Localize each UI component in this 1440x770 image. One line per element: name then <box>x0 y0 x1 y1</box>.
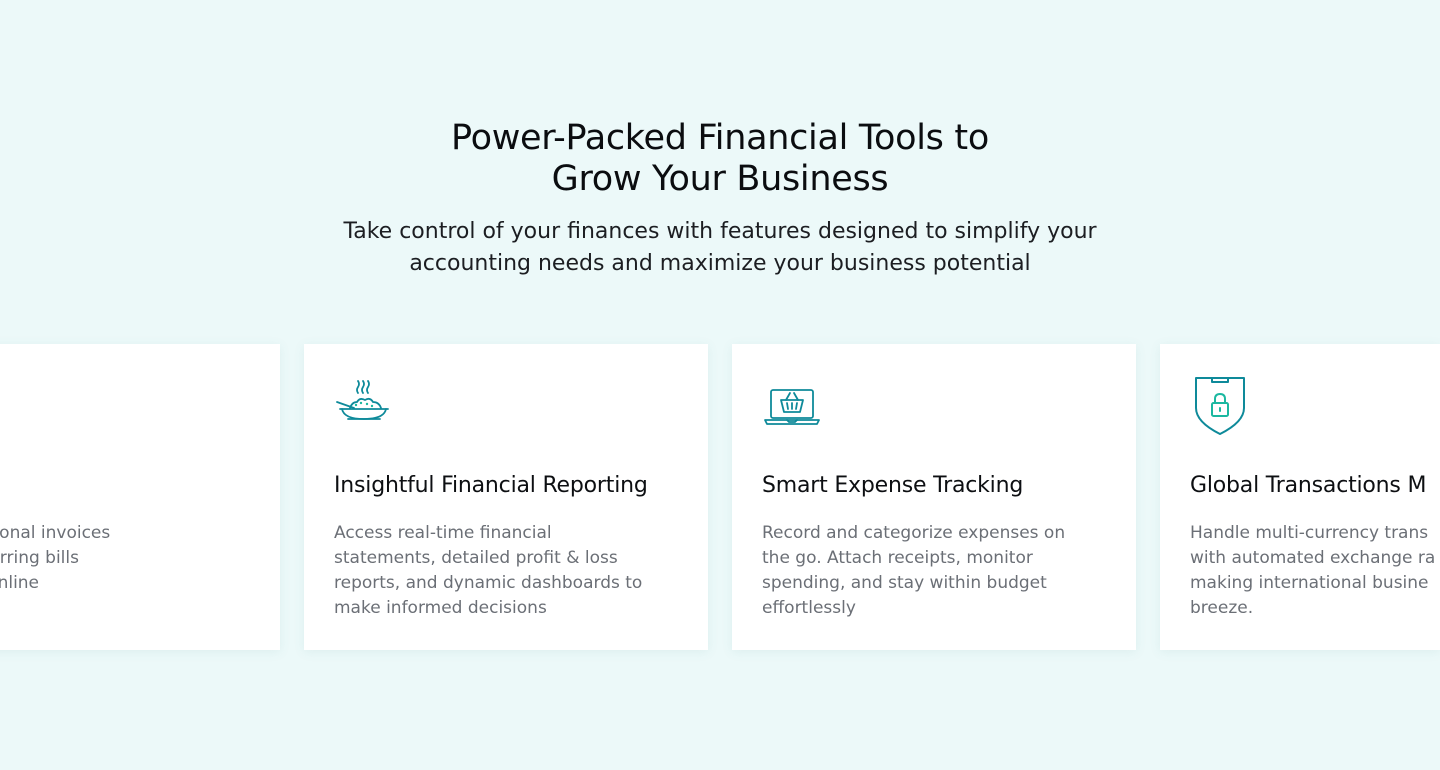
card-title: Global Transactions M <box>1190 473 1427 498</box>
card-desc-line: spending, and stay within budget <box>762 573 1047 593</box>
feature-card-reporting[interactable]: Insightful Financial Reporting Access re… <box>304 344 708 650</box>
heading-line-1: Power-Packed Financial Tools to <box>451 118 989 158</box>
card-desc-line: Record and categorize expenses on <box>762 523 1066 543</box>
section-subtitle: Take control of your finances with featu… <box>0 216 1440 280</box>
card-desc-line: make informed decisions <box>334 598 547 618</box>
subtitle-line-1: Take control of your finances with featu… <box>343 219 1097 244</box>
card-desc-line: d send professional invoices <box>0 523 111 543</box>
card-title: Insightful Financial Reporting <box>334 473 648 498</box>
section-heading: Power-Packed Financial Tools to Grow You… <box>0 118 1440 200</box>
heading-line-2: Grow Your Business <box>551 159 889 199</box>
card-desc-line: reports, and dynamic dashboards to <box>334 573 643 593</box>
card-description: Record and categorize expenses on the go… <box>762 521 1112 621</box>
card-desc-line: ntegration <box>0 596 220 621</box>
card-description: d send professional invoices s. Manage r… <box>0 521 220 621</box>
card-desc-line: making international busine <box>1190 573 1429 593</box>
card-desc-line: the go. Attach receipts, monitor <box>762 548 1033 568</box>
card-description: Handle multi-currency trans with automat… <box>1190 521 1440 621</box>
card-desc-line: breeze. <box>1190 598 1254 618</box>
feature-card-global[interactable]: Global Transactions M Handle multi-curre… <box>1160 344 1440 650</box>
card-desc-line: id faster with online <box>0 573 40 593</box>
card-title: Smart Expense Tracking <box>762 473 1024 498</box>
card-description: Access real-time financial statements, d… <box>334 521 684 621</box>
subtitle-line-2: accounting needs and maximize your busin… <box>409 251 1031 276</box>
laptop-basket-icon <box>764 389 820 425</box>
card-desc-line: effortlessly <box>762 598 856 618</box>
card-desc-line: statements, detailed profit & loss <box>334 548 618 568</box>
feature-card-invoicing[interactable]: ss Invoicing d send professional invoice… <box>0 344 280 650</box>
shield-lock-icon <box>1195 377 1245 435</box>
hot-bowl-icon <box>336 380 389 420</box>
card-desc-line: s. Manage recurring bills <box>0 548 79 568</box>
card-desc-line: Access real-time financial <box>334 523 552 543</box>
card-desc-line: with automated exchange ra <box>1190 548 1436 568</box>
card-desc-line: Handle multi-currency trans <box>1190 523 1429 543</box>
feature-card-expense[interactable]: Smart Expense Tracking Record and catego… <box>732 344 1136 650</box>
